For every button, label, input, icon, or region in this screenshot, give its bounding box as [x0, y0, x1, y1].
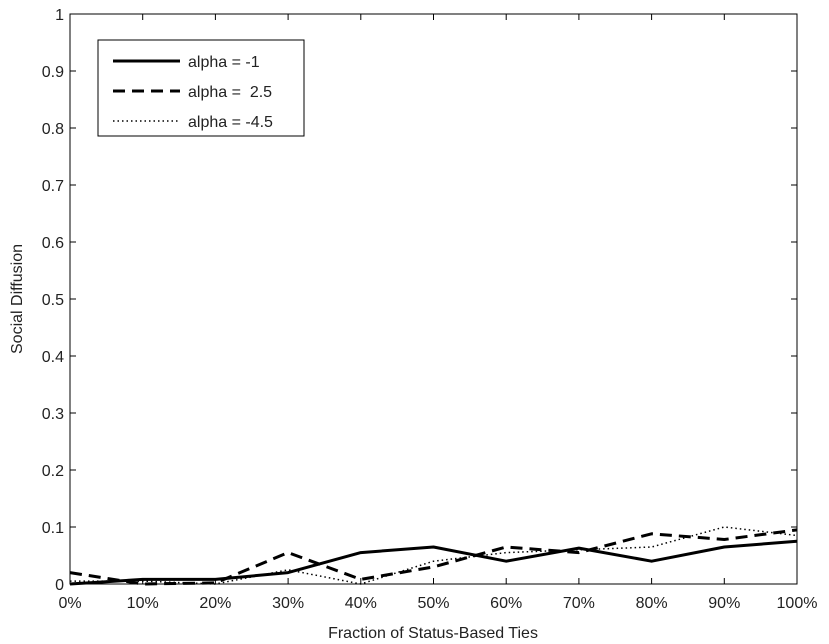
y-tick-label: 0.2: [42, 463, 64, 480]
legend-items: alpha = -1 alpha = 2.5 alpha = -4.5: [113, 54, 273, 131]
y-tick-label: 0.4: [42, 349, 64, 366]
x-tick-label: 100%: [777, 595, 818, 612]
x-axis-title: Fraction of Status-Based Ties: [328, 625, 538, 642]
y-tick-label: 0.3: [42, 406, 64, 423]
x-tick-label: 50%: [417, 595, 449, 612]
x-tick-label: 10%: [127, 595, 159, 612]
y-axis-title: Social Diffusion: [9, 244, 26, 354]
y-tick-label: 0.7: [42, 178, 64, 195]
y-tick-label: 0.5: [42, 292, 64, 309]
y-tick-label: 1: [55, 7, 64, 24]
x-tick-label: 0%: [58, 595, 81, 612]
y-tick-label: 0.8: [42, 121, 64, 138]
series-line-dashed: [69, 528, 798, 586]
y-tick-label: 0.9: [42, 64, 64, 81]
x-tick-label: 90%: [708, 595, 740, 612]
legend-label: alpha = 2.5: [188, 84, 272, 101]
legend-label: alpha = -1: [188, 54, 260, 71]
x-tick-label: 40%: [345, 595, 377, 612]
x-tick-label: 60%: [490, 595, 522, 612]
y-tick-label: 0.1: [42, 520, 64, 537]
axis-ticks: 0% 10% 20% 30% 40% 50% 60% 70% 80% 90% 100% 0 0.1 0.2…: [42, 7, 818, 612]
series-line-solid: [69, 539, 798, 586]
x-tick-label: 30%: [272, 595, 304, 612]
series-lines: [69, 526, 798, 586]
x-tick-label: 20%: [199, 595, 231, 612]
legend: alpha = -1 alpha = 2.5 alpha = -4.5: [97, 39, 305, 137]
y-tick-label: 0: [55, 577, 64, 594]
legend-box: [97, 39, 305, 137]
x-tick-label: 70%: [563, 595, 595, 612]
series-line-dotted: [70, 526, 798, 585]
legend-label: alpha = -4.5: [188, 114, 273, 131]
x-tick-label: 80%: [636, 595, 668, 612]
y-tick-label: 0.6: [42, 235, 64, 252]
